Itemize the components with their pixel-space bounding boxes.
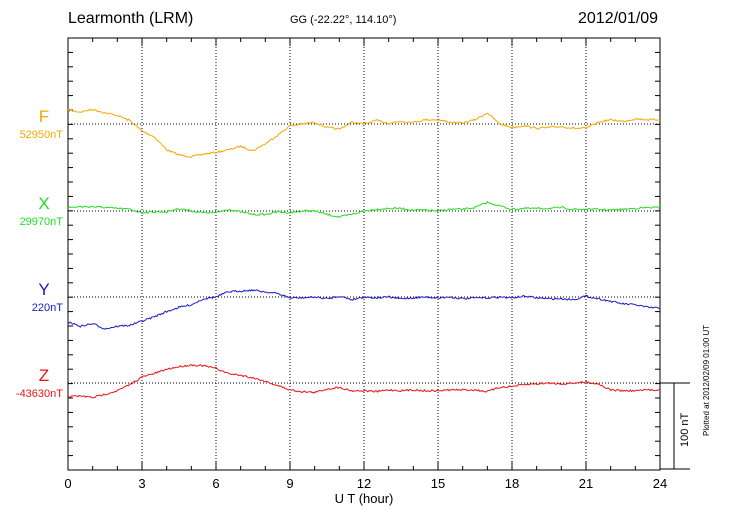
series-line-x <box>67 201 661 218</box>
station-coordinates: GG (-22.22°, 114.10°) <box>290 14 397 26</box>
station-title: Learmonth (LRM) <box>68 10 194 27</box>
x-tick-label: 18 <box>505 476 519 491</box>
plotted-at-note: Plotted at 2012/02/09 01:00 UT <box>702 324 711 436</box>
component-baseline-y: 220nT <box>31 302 63 314</box>
x-axis-label: U T (hour) <box>335 491 394 506</box>
series-line-y <box>67 288 661 330</box>
x-tick-label: 24 <box>653 476 667 491</box>
x-tick-label: 9 <box>286 476 293 491</box>
series-line-z <box>67 364 660 399</box>
x-tick-label: 12 <box>357 476 371 491</box>
chart-date: 2012/01/09 <box>578 10 659 27</box>
x-tick-label: 6 <box>212 476 219 491</box>
component-letter-y: Y <box>38 280 50 299</box>
scale-bar-label: 100 nT <box>679 412 691 447</box>
x-tick-label: 0 <box>64 476 71 491</box>
component-letter-x: X <box>38 194 50 213</box>
component-letter-f: F <box>38 107 50 126</box>
component-baseline-f: 52950nT <box>19 129 63 141</box>
component-baseline-z: -43630nT <box>15 388 63 400</box>
series-line-f <box>67 108 661 158</box>
x-tick-label: 3 <box>138 476 145 491</box>
component-letter-z: Z <box>38 366 50 385</box>
x-tick-label: 21 <box>579 476 593 491</box>
x-tick-label: 15 <box>431 476 445 491</box>
component-baseline-x: 29970nT <box>19 216 63 228</box>
